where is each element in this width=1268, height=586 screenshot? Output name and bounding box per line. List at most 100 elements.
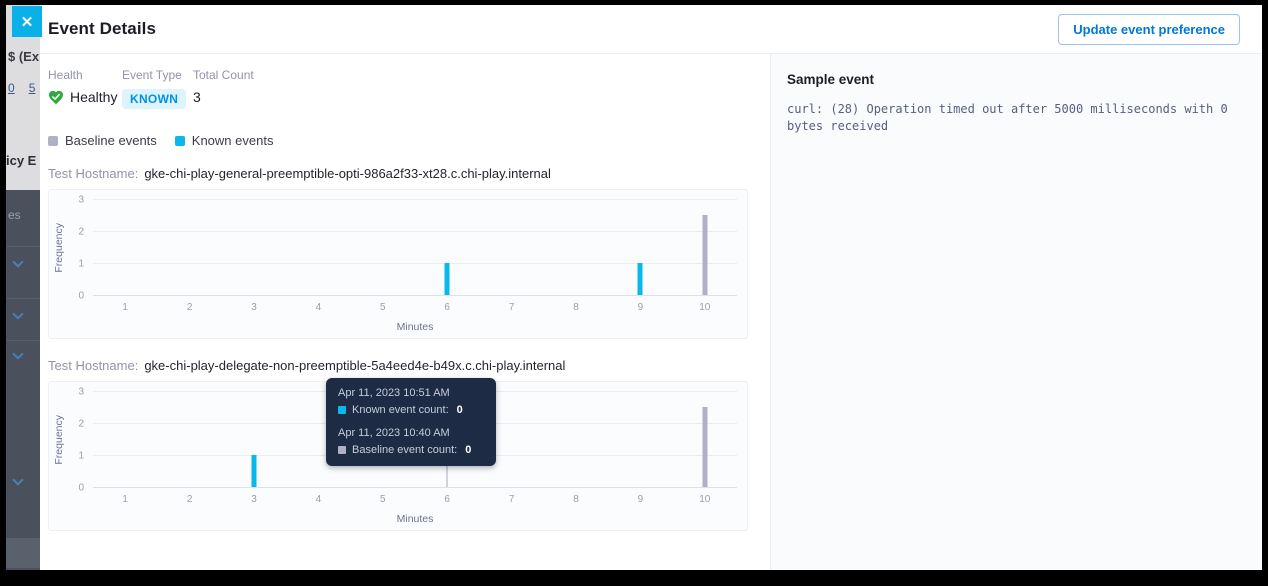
x-tick-label: 7 <box>508 494 515 505</box>
close-button[interactable]: ✕ <box>12 6 42 37</box>
healthy-heart-icon <box>49 90 63 104</box>
event-type-value: KNOWN <box>122 89 193 109</box>
x-tick-label: 5 <box>380 302 386 313</box>
tooltip-baseline-line: Baseline event count: 0 <box>338 444 484 456</box>
known-event-bar[interactable] <box>637 263 643 295</box>
x-tick-label: 10 <box>699 302 711 313</box>
health-value-text: Healthy <box>70 89 118 105</box>
hostname-label: Test Hostname: <box>48 166 139 181</box>
plot-area: 0 1 2 3 <box>78 195 737 302</box>
x-tick-label: 10 <box>699 494 711 505</box>
sample-event-title: Sample event <box>787 72 875 87</box>
modal-body: Health Healthy Event Type KNOWN <box>40 54 1262 570</box>
known-event-bar[interactable] <box>444 263 450 295</box>
background-footer-block <box>6 538 40 568</box>
gridline <box>93 487 737 488</box>
y-tick-label: 2 <box>78 418 84 430</box>
known-badge: KNOWN <box>122 89 187 109</box>
chart-tooltip: Apr 11, 2023 10:51 AM Known event count:… <box>326 378 496 466</box>
x-axis-title: Minutes <box>396 513 434 525</box>
y-tick-label: 1 <box>78 450 84 462</box>
x-tick-label: 7 <box>508 302 515 313</box>
y-tick-label: 0 <box>78 290 84 302</box>
modal-header: Event Details Update event preference <box>40 5 1262 54</box>
known-event-bar[interactable] <box>251 455 257 487</box>
baseline-event-bar[interactable] <box>702 407 708 487</box>
legend-item-known-events: Known events <box>174 133 274 148</box>
hostname-value: gke-chi-play-general-preemptible-opti-98… <box>144 166 551 181</box>
x-tick-label: 3 <box>251 494 257 505</box>
tooltip-label: Known event count: <box>352 404 449 416</box>
legend-label: Known events <box>191 133 274 148</box>
divider <box>6 298 40 299</box>
x-tick-label: 2 <box>186 494 193 505</box>
hostname-value: gke-chi-play-delegate-non-preemptible-5a… <box>144 358 566 373</box>
baseline-event-bar[interactable] <box>702 215 708 295</box>
total-count-value: 3 <box>193 89 201 105</box>
x-tick-label: 9 <box>637 494 644 505</box>
baseline-events-swatch <box>48 135 58 146</box>
y-tick-label: 3 <box>78 194 84 206</box>
x-tick-label: 8 <box>573 494 579 505</box>
health-label: Health <box>48 68 83 82</box>
event-type-column: Event Type KNOWN <box>122 68 193 109</box>
x-tick-label: 5 <box>380 494 386 505</box>
hostname-row: Test Hostname: gke-chi-play-general-preem… <box>48 166 770 181</box>
x-tick-label: 8 <box>573 302 579 313</box>
background-link[interactable]: 0 <box>8 81 15 95</box>
chart-legend: Baseline events Known events <box>48 133 770 148</box>
background-page-table: es <box>6 190 40 570</box>
close-icon: ✕ <box>20 13 34 31</box>
y-tick-label: 3 <box>78 386 84 398</box>
y-tick-label: 1 <box>78 258 84 270</box>
divider <box>6 246 40 247</box>
x-axis-ticks: 1 2 3 4 5 6 7 8 9 10 <box>93 494 737 508</box>
tooltip-value: 0 <box>456 404 463 416</box>
hostname-label: Test Hostname: <box>48 358 139 373</box>
update-event-preference-button[interactable]: Update event preference <box>1058 13 1240 45</box>
tooltip-crosshair-line <box>446 451 448 487</box>
checkmark-icon <box>12 348 24 360</box>
checkmark-icon <box>12 308 24 320</box>
checkmark-icon <box>12 474 24 486</box>
y-axis-title: Frequency <box>52 415 65 465</box>
hostname-row: Test Hostname: gke-chi-play-delegate-non-… <box>48 358 770 373</box>
y-tick-label: 0 <box>78 482 84 494</box>
charts-pane: Health Healthy Event Type KNOWN <box>40 54 770 570</box>
gridline <box>93 263 737 264</box>
x-tick-label: 2 <box>186 302 193 313</box>
x-tick-label: 4 <box>315 494 322 505</box>
frequency-chart-1: Frequency 0 1 2 3 1 2 3 4 5 6 7 8 9 10 Minutes <box>48 189 748 339</box>
tooltip-known-line: Known event count: 0 <box>338 404 484 416</box>
baseline-events-swatch <box>338 446 346 454</box>
y-axis-title: Frequency <box>52 223 65 273</box>
tooltip-timestamp: Apr 11, 2023 10:40 AM <box>338 427 450 439</box>
background-links: 0 5 <box>8 81 35 95</box>
background-text-fragment: $ (Ex <box>8 49 40 64</box>
tooltip-baseline-group: Apr 11, 2023 10:40 AM Baseline event cou… <box>338 427 484 456</box>
sample-event-pane: Sample event curl: (28) Operation timed … <box>770 54 1262 570</box>
legend-label: Baseline events <box>65 133 157 148</box>
page-title: Event Details <box>48 19 157 38</box>
total-count-column: Total Count 3 <box>193 68 254 109</box>
event-details-modal: Event Details Update event preference He… <box>40 5 1262 570</box>
gridline <box>93 295 737 296</box>
background-text-fragment: icy E <box>6 153 37 168</box>
checkmark-icon <box>12 256 24 268</box>
gridline <box>93 231 737 232</box>
known-events-swatch <box>338 406 346 414</box>
x-tick-label: 4 <box>315 302 322 313</box>
gridline <box>93 199 737 200</box>
tooltip-timestamp: Apr 11, 2023 10:51 AM <box>338 387 450 399</box>
health-column: Health Healthy <box>48 68 122 109</box>
background-link[interactable]: 5 <box>28 81 36 95</box>
frequency-chart-2: Frequency 0 1 2 3 1 2 3 4 5 6 7 8 9 10 Minutes Apr 1… <box>48 378 748 531</box>
background-text-fragment: es <box>8 208 21 222</box>
x-tick-label: 9 <box>637 302 644 313</box>
health-value: Healthy <box>48 89 122 105</box>
tooltip-value: 0 <box>465 444 472 456</box>
tooltip-known-group: Apr 11, 2023 10:51 AM Known event count:… <box>338 387 484 416</box>
sample-event-text: curl: (28) Operation timed out after 500… <box>787 102 1235 133</box>
x-tick-label: 3 <box>251 302 257 313</box>
